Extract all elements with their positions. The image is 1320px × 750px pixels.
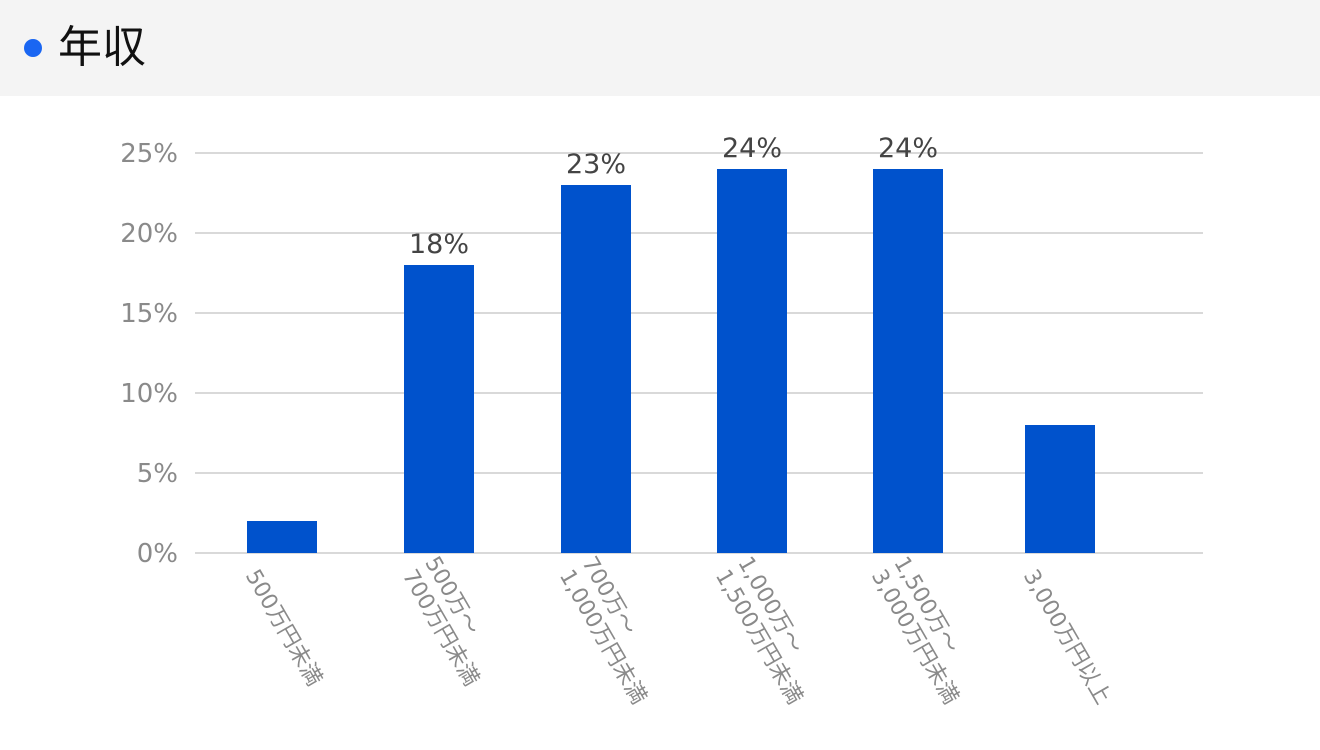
x-category-label: 3,000万円以上: [1018, 566, 1115, 709]
y-tick-label: 10%: [120, 379, 178, 409]
bar: [1025, 425, 1095, 553]
bar: [247, 521, 317, 553]
x-category-label-line: 3,000万円以上: [1018, 566, 1115, 709]
data-label: 23%: [566, 149, 626, 180]
x-category-label-line: 500万円未満: [240, 566, 327, 691]
data-label: 24%: [878, 133, 938, 164]
data-label: 18%: [409, 229, 469, 260]
bar-chart: 0% 5% 10% 15% 20% 25% 18% 23% 24% 24% 500万円未満 500万～…: [120, 133, 1203, 709]
x-category-label: 1,000万～1,500万円未満: [710, 553, 808, 709]
y-tick-label: 20%: [120, 219, 178, 249]
y-tick-label: 0%: [137, 539, 178, 569]
bar: [561, 185, 631, 553]
y-tick-label: 5%: [137, 459, 178, 489]
x-category-label: 1,500万～3,000万円未満: [866, 553, 964, 709]
data-label: 24%: [722, 133, 782, 164]
section-header: 年収: [0, 0, 1320, 96]
bar: [873, 169, 943, 553]
bullet-dot-icon: [24, 39, 42, 57]
section-title: 年収: [58, 22, 146, 73]
x-category-label: 700万～1,000万円未満: [554, 553, 651, 709]
bar: [404, 265, 474, 553]
x-category-label: 500万円未満: [240, 566, 327, 691]
x-category-label: 500万～700万円未満: [397, 553, 484, 691]
bar: [717, 169, 787, 553]
y-tick-label: 25%: [120, 139, 178, 169]
y-tick-label: 15%: [120, 299, 178, 329]
